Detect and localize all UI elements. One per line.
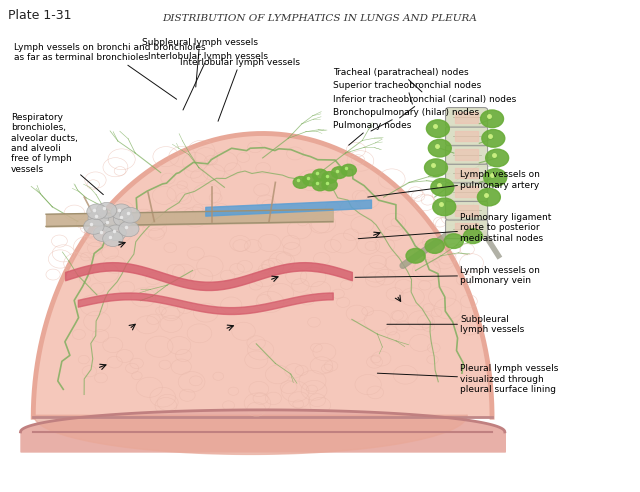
FancyBboxPatch shape — [445, 219, 488, 239]
Circle shape — [433, 198, 456, 215]
Circle shape — [100, 216, 120, 232]
Circle shape — [444, 234, 463, 248]
Text: Pulmonary ligament
route to posterior
mediastinal nodes: Pulmonary ligament route to posterior me… — [358, 213, 552, 243]
Text: Pleural lymph vessels
visualized through
pleural surface lining: Pleural lymph vessels visualized through… — [378, 364, 559, 394]
Text: Inferior tracheobronchial (carinal) nodes: Inferior tracheobronchial (carinal) node… — [333, 95, 516, 118]
Text: Respiratory
bronchioles,
alveolar ducts,
and alveoli
free of lymph
vessels: Respiratory bronchioles, alveolar ducts,… — [11, 113, 103, 195]
Text: DISTRIBUTION OF LYMPHATICS IN LUNGS AND PLEURA: DISTRIBUTION OF LYMPHATICS IN LUNGS AND … — [163, 14, 477, 23]
Circle shape — [118, 221, 139, 237]
Text: Bronchopulmonary (hilar) nodes: Bronchopulmonary (hilar) nodes — [333, 108, 479, 131]
Circle shape — [293, 177, 308, 188]
Circle shape — [484, 169, 507, 186]
Text: Subpleural lymph vessels: Subpleural lymph vessels — [141, 38, 257, 87]
Circle shape — [322, 179, 337, 191]
Circle shape — [120, 207, 140, 223]
Circle shape — [431, 179, 454, 196]
Text: Lymph vessels on
pulmonary artery: Lymph vessels on pulmonary artery — [368, 170, 540, 197]
FancyBboxPatch shape — [445, 201, 488, 220]
Circle shape — [97, 203, 116, 218]
Circle shape — [93, 226, 113, 242]
Circle shape — [322, 172, 337, 184]
Circle shape — [332, 167, 347, 179]
Circle shape — [463, 229, 483, 244]
Circle shape — [477, 188, 500, 206]
Circle shape — [312, 179, 328, 191]
Circle shape — [102, 231, 123, 246]
Text: Lymph vessels on bronchi and bronchioles
as far as terminal bronchioles: Lymph vessels on bronchi and bronchioles… — [14, 43, 205, 99]
Text: Subpleural
lymph vessels: Subpleural lymph vessels — [387, 314, 524, 334]
Circle shape — [87, 204, 107, 219]
Text: Tracheal (paratracheal) nodes: Tracheal (paratracheal) nodes — [333, 68, 468, 92]
Circle shape — [425, 239, 444, 253]
Text: Lymph vessels on
pulmonary vein: Lymph vessels on pulmonary vein — [355, 266, 540, 285]
Polygon shape — [33, 133, 492, 417]
Circle shape — [111, 204, 131, 219]
Circle shape — [424, 159, 447, 177]
Circle shape — [428, 139, 451, 157]
Text: Pulmonary nodes: Pulmonary nodes — [333, 121, 411, 145]
Circle shape — [113, 211, 134, 227]
Circle shape — [303, 174, 318, 186]
FancyBboxPatch shape — [445, 108, 488, 127]
Text: Plate 1-31: Plate 1-31 — [8, 9, 71, 22]
Circle shape — [106, 225, 126, 241]
Circle shape — [482, 129, 505, 147]
Circle shape — [312, 169, 328, 181]
Circle shape — [84, 218, 104, 234]
Text: Superior tracheobronchial nodes: Superior tracheobronchial nodes — [333, 81, 481, 104]
Circle shape — [486, 149, 509, 167]
Circle shape — [426, 120, 449, 137]
Circle shape — [88, 210, 108, 226]
FancyBboxPatch shape — [445, 163, 488, 183]
Text: Interlobular lymph vessels: Interlobular lymph vessels — [148, 52, 268, 110]
FancyBboxPatch shape — [445, 182, 488, 202]
FancyBboxPatch shape — [445, 126, 488, 146]
Circle shape — [341, 164, 356, 176]
Circle shape — [406, 248, 425, 263]
FancyBboxPatch shape — [445, 145, 488, 164]
Text: Interlobular lymph vessels: Interlobular lymph vessels — [180, 58, 300, 121]
Circle shape — [481, 110, 504, 127]
